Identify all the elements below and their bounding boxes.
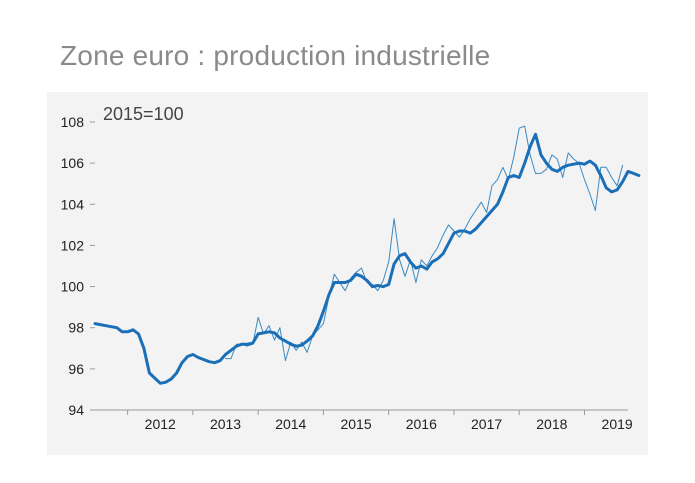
y-tick-label: 98 (68, 320, 84, 336)
x-tick-label: 2018 (536, 416, 567, 432)
y-tick-label: 100 (61, 279, 85, 295)
y-tick-label: 104 (61, 196, 85, 212)
x-ticks: 2012 2013 2014 2015 2016 2017 2018 2019 (127, 410, 633, 432)
base-annotation: 2015=100 (103, 104, 184, 124)
x-tick-label: 2016 (406, 416, 437, 432)
x-tick-label: 2017 (471, 416, 502, 432)
series-line-monthly (225, 125, 624, 362)
y-tick-label: 108 (61, 114, 85, 130)
chart-title: Zone euro : production industrielle (60, 40, 491, 71)
x-tick-label: 2012 (145, 416, 176, 432)
y-tick-label: 106 (61, 155, 85, 171)
y-tick-label: 96 (68, 361, 84, 377)
series-line-smoothed (93, 132, 641, 385)
series-group (93, 125, 641, 385)
x-tick-label: 2013 (210, 416, 241, 432)
x-tick-label: 2015 (340, 416, 371, 432)
y-tick-label: 94 (68, 402, 84, 418)
plot-panel (47, 92, 648, 455)
y-ticks: 94 96 98 100 102 104 106 108 (61, 114, 95, 418)
x-tick-label: 2019 (602, 416, 633, 432)
y-tick-label: 102 (61, 237, 85, 253)
x-tick-label: 2014 (275, 416, 306, 432)
